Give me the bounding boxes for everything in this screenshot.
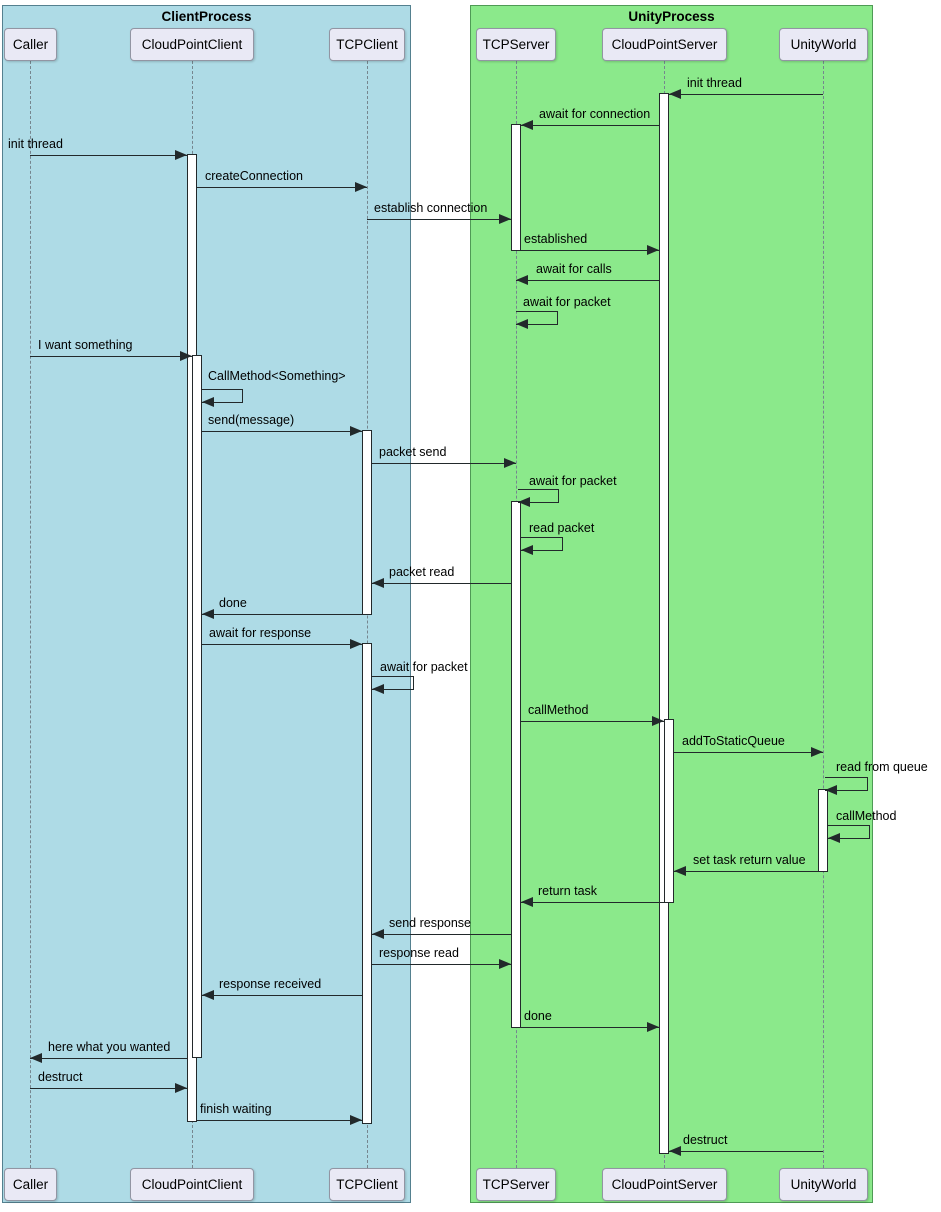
- arrowhead-icon: [647, 245, 659, 255]
- actor-header-tcpserver: TCPServer: [476, 28, 556, 61]
- actor-header-cloudpointclient: CloudPointClient: [130, 28, 254, 61]
- lifeline-caller: [30, 61, 31, 1168]
- activation-tcpserver-2: [511, 501, 521, 1028]
- activation-cloudpointclient-nested: [192, 355, 202, 1058]
- arrowhead-icon: [669, 1146, 681, 1156]
- arrowhead-icon: [825, 785, 837, 795]
- arrowhead-icon: [669, 89, 681, 99]
- arrowhead-icon: [202, 609, 214, 619]
- arrowhead-icon: [518, 497, 530, 507]
- arrowhead-icon: [516, 275, 528, 285]
- activation-cloudpointserver-main: [659, 93, 669, 1154]
- actor-footer-cloudpointserver: CloudPointServer: [602, 1168, 727, 1201]
- arrowhead-icon: [180, 351, 192, 361]
- arrowhead-icon: [30, 1053, 42, 1063]
- actor-header-unityworld: UnityWorld: [779, 28, 868, 61]
- arrowhead-icon: [355, 182, 367, 192]
- client-process-frame: [2, 5, 411, 1203]
- client-process-title: ClientProcess: [161, 9, 252, 24]
- unity-process-frame: [470, 5, 873, 1203]
- arrowhead-icon: [652, 716, 664, 726]
- arrowhead-icon: [175, 150, 187, 160]
- arrowhead-icon: [499, 214, 511, 224]
- arrowhead-icon: [372, 929, 384, 939]
- arrowhead-icon: [202, 397, 214, 407]
- activation-tcpserver-1: [511, 124, 521, 251]
- actor-footer-unityworld: UnityWorld: [779, 1168, 868, 1201]
- arrowhead-icon: [350, 426, 362, 436]
- actor-header-cloudpointserver: CloudPointServer: [602, 28, 727, 61]
- arrowhead-icon: [372, 578, 384, 588]
- arrowhead-icon: [350, 1115, 362, 1125]
- actor-footer-tcpclient: TCPClient: [329, 1168, 405, 1201]
- arrowhead-icon: [521, 897, 533, 907]
- activation-tcpclient-1: [362, 430, 372, 615]
- arrowhead-icon: [811, 747, 823, 757]
- activation-unityworld: [818, 789, 828, 872]
- arrowhead-icon: [828, 833, 840, 843]
- actor-footer-caller: Caller: [4, 1168, 57, 1201]
- arrowhead-icon: [516, 319, 528, 329]
- arrowhead-icon: [521, 545, 533, 555]
- arrowhead-icon: [674, 866, 686, 876]
- actor-header-caller: Caller: [4, 28, 57, 61]
- unity-process-title: UnityProcess: [628, 9, 715, 24]
- activation-cloudpointserver-nested: [664, 719, 674, 903]
- actor-footer-cloudpointclient: CloudPointClient: [130, 1168, 254, 1201]
- lifeline-unityworld: [823, 61, 824, 1168]
- activation-tcpclient-2: [362, 643, 372, 1124]
- arrowhead-icon: [350, 639, 362, 649]
- actor-footer-tcpserver: TCPServer: [476, 1168, 556, 1201]
- arrowhead-icon: [521, 120, 533, 130]
- arrowhead-icon: [202, 990, 214, 1000]
- actor-header-tcpclient: TCPClient: [329, 28, 405, 61]
- arrowhead-icon: [175, 1083, 187, 1093]
- arrowhead-icon: [504, 458, 516, 468]
- arrowhead-icon: [372, 684, 384, 694]
- arrowhead-icon: [647, 1022, 659, 1032]
- arrowhead-icon: [499, 959, 511, 969]
